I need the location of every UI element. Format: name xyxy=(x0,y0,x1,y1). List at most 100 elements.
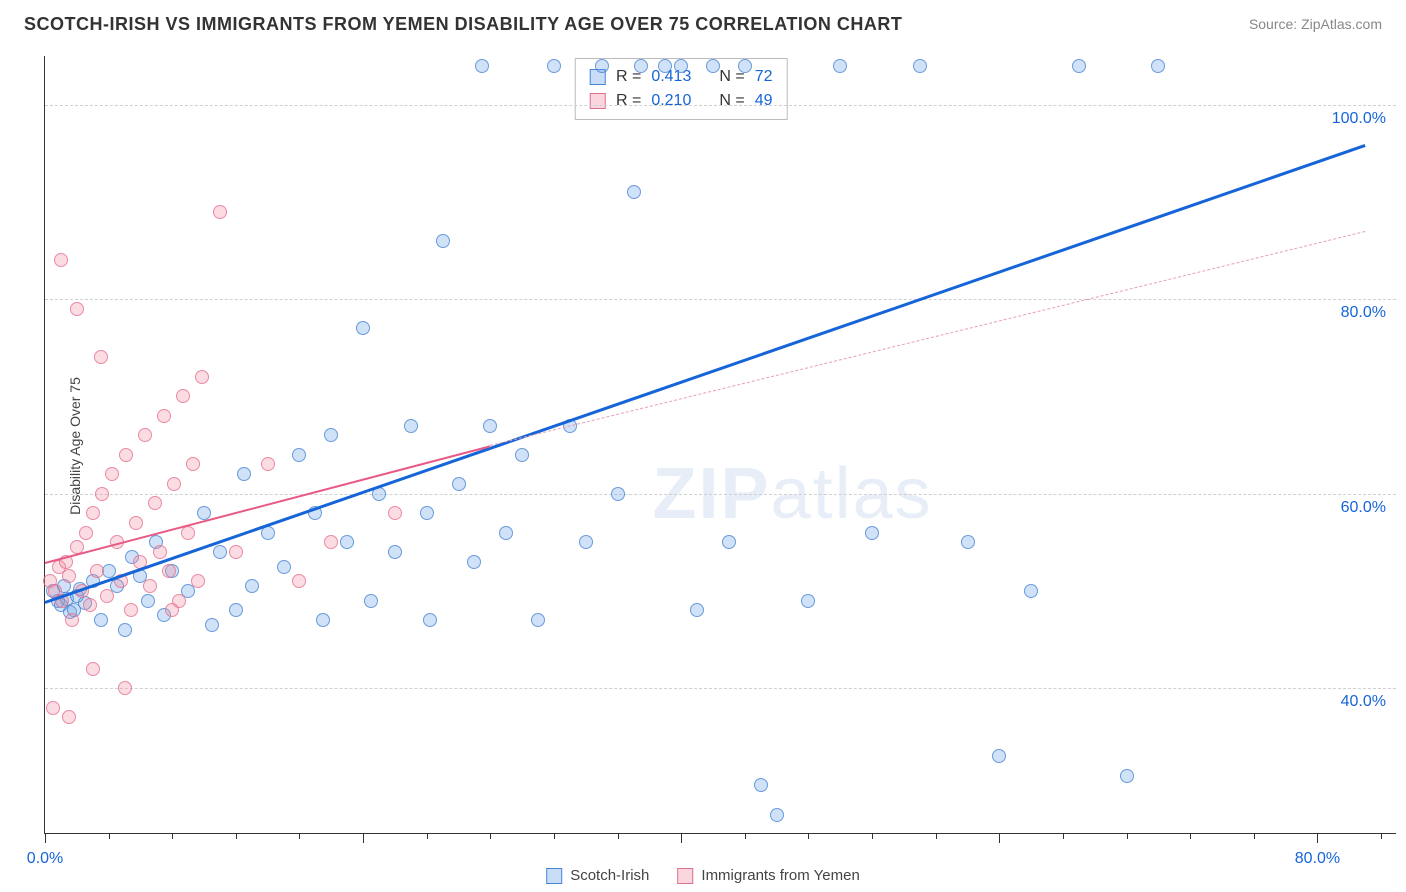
gridline-y xyxy=(45,494,1396,495)
data-point-a xyxy=(706,59,720,73)
data-point-a xyxy=(499,526,513,540)
data-point-b xyxy=(324,535,338,549)
data-point-b xyxy=(143,579,157,593)
x-tick-label: 0.0% xyxy=(27,850,63,868)
data-point-a xyxy=(690,603,704,617)
x-tick-major xyxy=(1317,833,1318,843)
data-point-b xyxy=(229,545,243,559)
data-point-b xyxy=(162,564,176,578)
data-point-b xyxy=(213,205,227,219)
data-point-b xyxy=(186,457,200,471)
data-point-b xyxy=(46,701,60,715)
data-point-a xyxy=(483,419,497,433)
data-point-a xyxy=(833,59,847,73)
chart-title: SCOTCH-IRISH VS IMMIGRANTS FROM YEMEN DI… xyxy=(24,14,902,35)
data-point-a xyxy=(324,428,338,442)
data-point-b xyxy=(138,428,152,442)
source-prefix: Source: xyxy=(1249,16,1301,32)
legend-item: Scotch-Irish xyxy=(546,867,649,884)
data-point-b xyxy=(65,613,79,627)
x-tick-label: 80.0% xyxy=(1295,850,1340,868)
x-tick-minor xyxy=(618,833,619,839)
x-tick-minor xyxy=(745,833,746,839)
data-point-b xyxy=(165,603,179,617)
data-point-a xyxy=(992,749,1006,763)
data-point-a xyxy=(292,448,306,462)
data-point-b xyxy=(62,569,76,583)
data-point-a xyxy=(674,59,688,73)
x-tick-minor xyxy=(490,833,491,839)
data-point-b xyxy=(70,302,84,316)
data-point-a xyxy=(634,59,648,73)
trend-line xyxy=(45,144,1366,604)
n-value: 72 xyxy=(755,65,773,89)
legend-swatch-b xyxy=(677,868,693,884)
x-tick-minor xyxy=(1254,833,1255,839)
x-tick-minor xyxy=(1381,833,1382,839)
data-point-b xyxy=(118,681,132,695)
data-point-a xyxy=(547,59,561,73)
chart-header: SCOTCH-IRISH VS IMMIGRANTS FROM YEMEN DI… xyxy=(0,0,1406,48)
data-point-b xyxy=(176,389,190,403)
data-point-a xyxy=(865,526,879,540)
data-point-a xyxy=(404,419,418,433)
data-point-b xyxy=(167,477,181,491)
data-point-a xyxy=(356,321,370,335)
x-tick-major xyxy=(681,833,682,843)
chart-source: Source: ZipAtlas.com xyxy=(1249,16,1382,32)
y-tick-label: 100.0% xyxy=(1332,110,1386,128)
data-point-a xyxy=(1024,584,1038,598)
data-point-a xyxy=(436,234,450,248)
data-point-b xyxy=(148,496,162,510)
gridline-y xyxy=(45,299,1396,300)
x-tick-major xyxy=(999,833,1000,843)
data-point-b xyxy=(153,545,167,559)
data-point-b xyxy=(119,448,133,462)
data-point-a xyxy=(388,545,402,559)
trend-line xyxy=(490,231,1365,446)
r-label: R = xyxy=(616,89,641,113)
legend-item: Immigrants from Yemen xyxy=(677,867,859,884)
data-point-a xyxy=(467,555,481,569)
data-point-b xyxy=(95,487,109,501)
data-point-b xyxy=(157,409,171,423)
data-point-a xyxy=(141,594,155,608)
y-tick-label: 60.0% xyxy=(1341,499,1386,517)
data-point-a xyxy=(754,778,768,792)
data-point-a xyxy=(245,579,259,593)
data-point-a xyxy=(213,545,227,559)
legend-label: Scotch-Irish xyxy=(570,867,649,884)
data-point-b xyxy=(105,467,119,481)
data-point-a xyxy=(1072,59,1086,73)
data-point-a xyxy=(316,613,330,627)
x-tick-minor xyxy=(236,833,237,839)
scatter-plot: ZIPatlas R = 0.413N = 72R = 0.210N = 49 … xyxy=(44,56,1396,834)
data-point-a xyxy=(277,560,291,574)
data-point-a xyxy=(118,623,132,637)
data-point-a xyxy=(801,594,815,608)
data-point-b xyxy=(86,506,100,520)
data-point-a xyxy=(913,59,927,73)
data-point-b xyxy=(388,506,402,520)
x-tick-minor xyxy=(1127,833,1128,839)
data-point-b xyxy=(62,710,76,724)
data-point-b xyxy=(79,526,93,540)
legend-label: Immigrants from Yemen xyxy=(701,867,859,884)
x-tick-major xyxy=(45,833,46,843)
data-point-a xyxy=(340,535,354,549)
x-tick-minor xyxy=(172,833,173,839)
data-point-a xyxy=(423,613,437,627)
x-tick-minor xyxy=(936,833,937,839)
data-point-a xyxy=(364,594,378,608)
data-point-b xyxy=(90,564,104,578)
chart-legend: Scotch-Irish Immigrants from Yemen xyxy=(546,867,860,884)
x-tick-minor xyxy=(872,833,873,839)
x-tick-minor xyxy=(1063,833,1064,839)
gridline-y xyxy=(45,688,1396,689)
data-point-a xyxy=(229,603,243,617)
data-point-a xyxy=(515,448,529,462)
n-value: 49 xyxy=(755,89,773,113)
data-point-a xyxy=(738,59,752,73)
data-point-b xyxy=(191,574,205,588)
data-point-b xyxy=(195,370,209,384)
